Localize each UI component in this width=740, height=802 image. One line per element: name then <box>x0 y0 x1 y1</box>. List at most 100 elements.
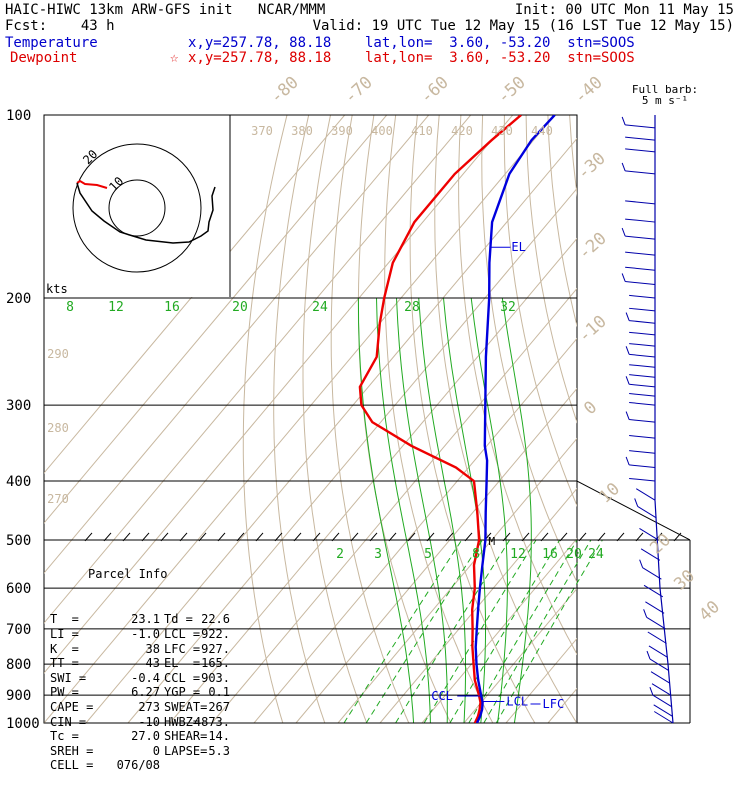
wind-barb <box>625 171 655 174</box>
parcel-l1-text: K = <box>50 642 79 657</box>
parcel-info-title: Parcel Info <box>88 567 230 583</box>
pressure-tick-label: 100 <box>6 108 31 124</box>
dry-adiabat-line <box>243 115 287 723</box>
parcel-v1-text: 43 <box>106 656 160 671</box>
moist-adiabat-label: 12 <box>108 300 124 315</box>
pressure-tick-label: 500 <box>6 533 31 549</box>
mixing-ratio-label: 16 <box>542 547 558 562</box>
wind-barb <box>625 252 655 255</box>
wind-barb <box>629 295 655 298</box>
wind-barb <box>651 672 670 683</box>
theta-label: 400 <box>371 124 393 138</box>
wind-barb-feather <box>647 651 650 659</box>
wind-barb-feather <box>626 457 629 465</box>
mixing-ratio-label: 8 <box>472 547 480 562</box>
wind-barb <box>625 125 655 128</box>
wind-barb <box>629 354 655 357</box>
isotherm-line <box>338 115 740 723</box>
wind-barb <box>653 695 672 706</box>
wind-barb <box>625 149 655 152</box>
dry-adiabat-line <box>657 115 740 723</box>
wind-barb <box>650 659 669 670</box>
dry-adiabat-line <box>635 115 740 723</box>
parcel-v1-text: 38 <box>106 642 160 657</box>
wind-barb <box>629 451 655 454</box>
parcel-l1-text: T = <box>50 612 79 627</box>
parcel-l1-text: PW = <box>50 685 79 700</box>
isotherm-line <box>212 115 723 723</box>
parcel-v2-text: 4873. <box>168 715 230 730</box>
pressure-tick-label: 800 <box>6 657 31 673</box>
isotherm-label: -40 <box>571 73 607 108</box>
theta-label: 410 <box>411 124 433 138</box>
mixing-ratio-label: 3 <box>374 547 382 562</box>
dry-adiabat-line <box>613 115 740 723</box>
parcel-l1-text: SREH = <box>50 744 93 759</box>
parcel-v2-text: 927. <box>168 642 230 657</box>
parcel-v1-text: 6.27 <box>106 685 160 700</box>
wind-barb <box>629 420 655 423</box>
moist-adiabat-label: 16 <box>164 300 180 315</box>
wind-barb <box>625 137 655 140</box>
wind-barb <box>629 321 655 324</box>
parcel-v2-text: 267 <box>168 700 230 715</box>
parcel-l1-text: Tc = <box>50 729 79 744</box>
isotherm-label: 30 <box>670 566 699 595</box>
pressure-tick-label: 400 <box>6 474 31 490</box>
isotherm-line <box>422 115 740 723</box>
lower-region-edge <box>577 481 690 540</box>
moist-adiabat-label: 28 <box>404 300 420 315</box>
isotherm-label: 0 <box>580 397 601 419</box>
wind-barb <box>625 267 655 270</box>
wind-barb <box>625 236 655 239</box>
wind-barb-feather <box>626 412 629 420</box>
isotherm-label: -80 <box>267 73 303 108</box>
mixing-ratio-label: 24 <box>588 547 604 562</box>
mixing-ratio-label: 5 <box>424 547 432 562</box>
wind-barb-feather <box>622 117 625 125</box>
barb-legend-unit: 5 m s⁻¹ <box>642 94 688 107</box>
wind-barb <box>629 465 655 468</box>
theta-label: 290 <box>47 347 69 361</box>
wind-barb <box>629 402 655 405</box>
parcel-l1-text: CAPE = <box>50 700 93 715</box>
theta-label: 390 <box>331 124 353 138</box>
parcel-row: CELL =076/08 <box>48 758 230 773</box>
dry-adiabat-line <box>722 115 740 723</box>
wind-barb-feather <box>640 560 643 568</box>
wind-barb <box>654 712 673 723</box>
dry-adiabat-line <box>482 115 661 723</box>
theta-label: 270 <box>47 492 69 506</box>
isotherm-label: -20 <box>575 229 611 264</box>
el-marker-label: EL <box>511 240 525 254</box>
wind-barb-feather <box>626 376 629 384</box>
hodograph-unit-label: kts <box>46 282 68 296</box>
parcel-l1-text: LI = <box>50 627 79 642</box>
wind-barb <box>625 281 655 284</box>
theta-label: 430 <box>491 124 513 138</box>
parcel-v2-text: 14. <box>168 729 230 744</box>
dry-adiabat-line <box>591 115 740 723</box>
moist-adiabat-line <box>397 298 448 723</box>
wind-barb <box>636 489 655 500</box>
wind-barb-feather <box>635 498 638 506</box>
moist-adiabat-label: 20 <box>232 300 248 315</box>
pressure-tick-label: 600 <box>6 581 31 597</box>
isotherm-label: -50 <box>494 73 530 108</box>
isotherm-line <box>380 115 740 723</box>
wind-barb <box>648 632 667 643</box>
mixing-ratio-label: 2 <box>336 547 344 562</box>
theta-label: 370 <box>251 124 273 138</box>
wind-barb-feather <box>650 687 653 695</box>
wind-barb-feather <box>622 163 625 171</box>
parcel-v1-text: -1.0 <box>106 627 160 642</box>
parcel-v1-text: 076/08 <box>106 758 160 773</box>
m-marker-label: M <box>488 535 495 548</box>
profile-clip <box>360 115 555 723</box>
wind-barb <box>654 705 673 716</box>
